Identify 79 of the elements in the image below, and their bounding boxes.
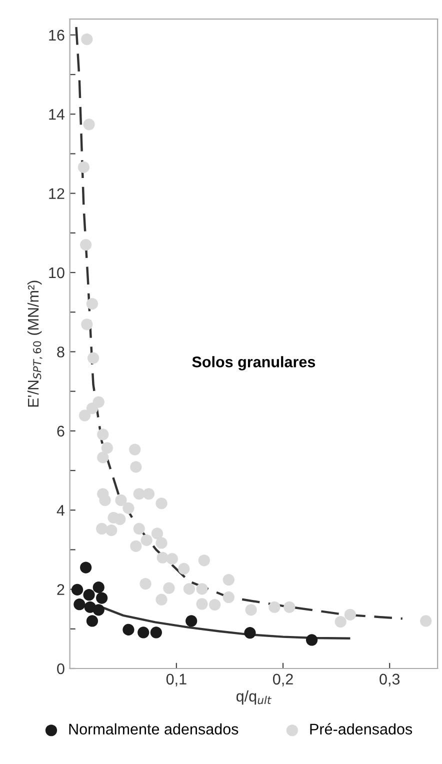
y-tick-label: 12 xyxy=(49,188,64,199)
y-tick-label: 14 xyxy=(49,109,65,120)
point xyxy=(156,552,168,564)
y-tick-label: 16 xyxy=(49,30,64,41)
point xyxy=(156,594,168,606)
point xyxy=(97,428,109,440)
point xyxy=(186,615,198,627)
point xyxy=(178,562,190,575)
point xyxy=(86,298,98,310)
point xyxy=(80,238,92,251)
point xyxy=(306,634,318,646)
point xyxy=(92,604,104,616)
point xyxy=(122,624,134,636)
point xyxy=(196,583,208,595)
point xyxy=(92,582,104,594)
annotation: Solos granulares xyxy=(192,356,316,370)
y-tick-label: 6 xyxy=(57,426,64,437)
point xyxy=(222,574,234,586)
y-tick-label: 0 xyxy=(57,663,64,674)
point xyxy=(81,33,93,46)
line-series xyxy=(75,26,404,620)
point xyxy=(163,582,175,594)
point xyxy=(96,522,108,535)
point xyxy=(268,601,280,613)
point xyxy=(245,604,257,616)
point xyxy=(133,522,145,535)
point xyxy=(140,534,152,546)
point xyxy=(129,444,141,456)
point xyxy=(71,584,84,596)
x-axis-title: q/q$_{ult}$ xyxy=(236,690,272,705)
point xyxy=(96,592,108,604)
y-tick-label: 4 xyxy=(56,505,65,516)
point xyxy=(133,488,145,500)
x-tick-label: 0,1 xyxy=(166,674,186,686)
point xyxy=(166,553,178,565)
point xyxy=(198,554,210,566)
point xyxy=(83,589,95,601)
legend-label: Normalmente adensados xyxy=(69,723,238,735)
point xyxy=(130,461,142,473)
y-tick-label: 2 xyxy=(57,584,64,595)
point xyxy=(92,396,104,408)
point xyxy=(138,626,150,638)
y-tick-label: 8 xyxy=(57,346,64,358)
point xyxy=(87,352,100,364)
point xyxy=(106,524,118,536)
x-tick-label: 0,2 xyxy=(273,674,293,686)
y-axis-title: E'/N$_{SPT,60}$ (MN/m²) xyxy=(27,280,42,407)
point xyxy=(78,410,91,422)
y-tick-label: 10 xyxy=(49,267,64,278)
point xyxy=(420,615,432,627)
point xyxy=(97,452,109,464)
point xyxy=(156,498,168,510)
point xyxy=(122,502,134,514)
point xyxy=(80,562,92,574)
point xyxy=(151,528,164,540)
point xyxy=(114,513,126,526)
point xyxy=(208,598,221,611)
point xyxy=(140,578,152,590)
point xyxy=(81,318,93,330)
point xyxy=(284,601,296,613)
point xyxy=(334,616,346,628)
point xyxy=(99,494,111,506)
point xyxy=(130,540,142,552)
point xyxy=(74,598,86,610)
point xyxy=(78,161,90,174)
x-tick-label: 0,3 xyxy=(380,674,400,686)
point xyxy=(244,627,256,639)
point xyxy=(222,591,234,604)
point xyxy=(156,537,168,549)
point xyxy=(83,118,95,130)
point xyxy=(101,442,113,454)
point xyxy=(196,598,208,610)
point xyxy=(344,608,356,620)
point xyxy=(142,488,155,500)
point xyxy=(150,626,162,638)
point xyxy=(86,615,98,627)
point xyxy=(115,494,127,506)
legend-label: Pré-adensados xyxy=(310,723,412,735)
point xyxy=(183,583,196,595)
